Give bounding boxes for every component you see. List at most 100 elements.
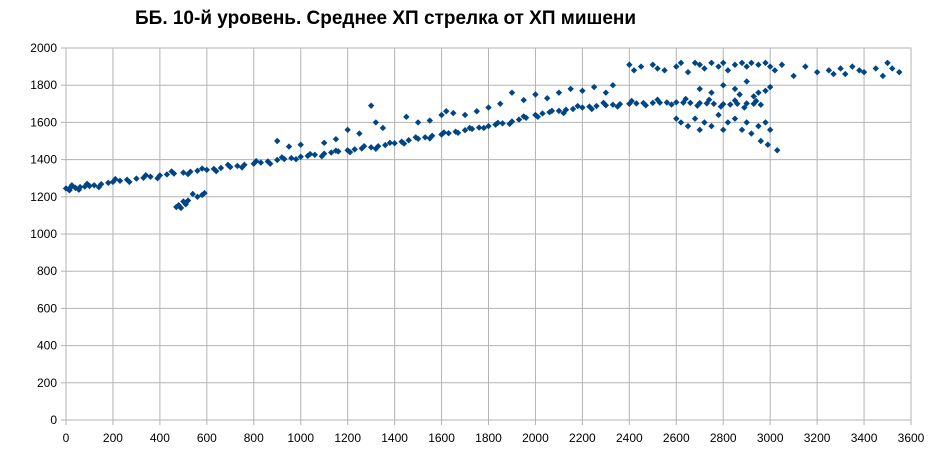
data-point [520, 96, 527, 104]
data-point [766, 83, 774, 91]
data-point [731, 61, 739, 68]
data-point [68, 182, 76, 189]
data-point [217, 164, 225, 172]
data-point [332, 135, 340, 143]
x-tick-label: 2800 [710, 431, 737, 445]
y-tick-label: 1600 [30, 115, 57, 129]
x-tick-label: 1200 [334, 431, 361, 445]
data-point [344, 126, 351, 134]
data-point [766, 63, 774, 70]
data-point [548, 107, 556, 115]
data-point [154, 175, 161, 182]
x-tick-label: 400 [150, 431, 170, 445]
data-point [677, 59, 685, 67]
data-point [738, 126, 746, 134]
data-point [238, 164, 246, 171]
data-point [701, 119, 708, 126]
data-point [257, 159, 265, 166]
data-point [543, 95, 551, 102]
data-point [506, 120, 513, 128]
data-point [614, 103, 621, 110]
data-point [574, 102, 581, 110]
data-point [860, 68, 868, 76]
data-point [720, 59, 727, 67]
data-point [569, 105, 577, 113]
y-tick-label: 400 [37, 339, 57, 353]
data-point [602, 102, 610, 109]
data-point [856, 67, 863, 74]
data-point [454, 129, 462, 137]
data-point [405, 137, 412, 144]
x-tick-label: 200 [103, 431, 123, 445]
data-point [588, 105, 595, 113]
data-point [67, 184, 74, 191]
data-point [755, 89, 762, 96]
data-point [163, 171, 171, 178]
data-point [285, 143, 293, 150]
data-point [90, 182, 98, 189]
data-point [600, 99, 607, 107]
data-point [684, 68, 692, 76]
data-point [492, 121, 499, 128]
data-point [391, 140, 398, 147]
data-point [534, 113, 541, 121]
data-point [560, 109, 567, 117]
data-point [328, 149, 335, 156]
data-point [764, 141, 772, 148]
data-point [748, 130, 755, 137]
data-point [708, 59, 715, 67]
data-point [555, 107, 563, 115]
data-point [445, 129, 452, 137]
data-point [642, 102, 649, 109]
data-point [356, 130, 363, 137]
data-point [743, 63, 750, 70]
x-tick-label: 3000 [757, 431, 784, 445]
data-point [593, 102, 600, 110]
data-point [696, 85, 703, 93]
data-point [743, 119, 750, 126]
data-point [654, 65, 661, 72]
data-point [450, 109, 457, 117]
data-point [755, 61, 762, 68]
data-points [62, 59, 903, 212]
data-point [741, 104, 748, 111]
data-point [546, 108, 553, 116]
data-point [508, 89, 516, 96]
data-point [715, 111, 722, 119]
data-point [520, 113, 527, 120]
x-tick-label: 2000 [522, 431, 549, 445]
data-point [252, 157, 260, 165]
data-point [133, 175, 140, 182]
data-point [708, 122, 715, 130]
data-point [267, 160, 274, 167]
x-tick-label: 3600 [898, 431, 925, 445]
data-point [83, 180, 91, 187]
x-tick-label: 1600 [428, 431, 455, 445]
data-point [663, 99, 671, 106]
data-point [351, 146, 358, 153]
data-point [738, 59, 746, 67]
data-point [567, 85, 574, 93]
data-point [499, 120, 506, 127]
data-point [555, 89, 563, 96]
y-tick-label: 800 [37, 264, 57, 278]
data-point [750, 100, 757, 107]
data-point [708, 89, 715, 96]
data-point [609, 82, 617, 89]
data-point [626, 61, 633, 68]
data-point [750, 93, 757, 100]
data-point [762, 59, 769, 67]
y-tick-label: 2000 [30, 41, 57, 55]
plot-area [65, 47, 912, 421]
data-point [95, 183, 103, 191]
data-point [720, 126, 727, 134]
data-point [715, 63, 722, 70]
data-point [156, 172, 164, 179]
data-point [790, 72, 797, 80]
data-point [379, 124, 387, 132]
data-point [720, 82, 727, 89]
x-tick-label: 2200 [569, 431, 596, 445]
data-point [358, 145, 365, 152]
data-point [889, 65, 896, 72]
data-point [724, 67, 732, 74]
